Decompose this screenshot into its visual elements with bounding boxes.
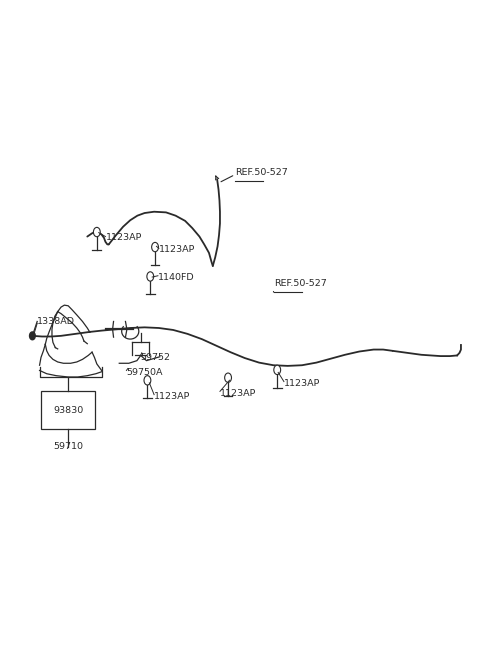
Text: REF.50-527: REF.50-527 — [275, 279, 327, 288]
Circle shape — [30, 332, 35, 340]
Circle shape — [225, 373, 231, 382]
Text: 1123AP: 1123AP — [284, 379, 320, 388]
Text: 1123AP: 1123AP — [159, 245, 195, 254]
Circle shape — [144, 376, 151, 385]
Text: 93830: 93830 — [53, 406, 84, 415]
Text: 1123AP: 1123AP — [220, 389, 256, 398]
Text: 1123AP: 1123AP — [154, 392, 191, 401]
Text: 59752: 59752 — [141, 353, 171, 362]
Bar — [40, 392, 96, 429]
Circle shape — [94, 228, 100, 237]
Text: 59710: 59710 — [53, 442, 83, 451]
Circle shape — [152, 243, 158, 252]
Text: REF.50-527: REF.50-527 — [235, 168, 288, 177]
Text: 59750A: 59750A — [126, 368, 163, 377]
Circle shape — [274, 365, 281, 375]
Circle shape — [147, 272, 154, 281]
Text: 1140FD: 1140FD — [158, 272, 194, 281]
Text: 1123AP: 1123AP — [106, 234, 142, 242]
Text: 1338AD: 1338AD — [37, 317, 75, 326]
